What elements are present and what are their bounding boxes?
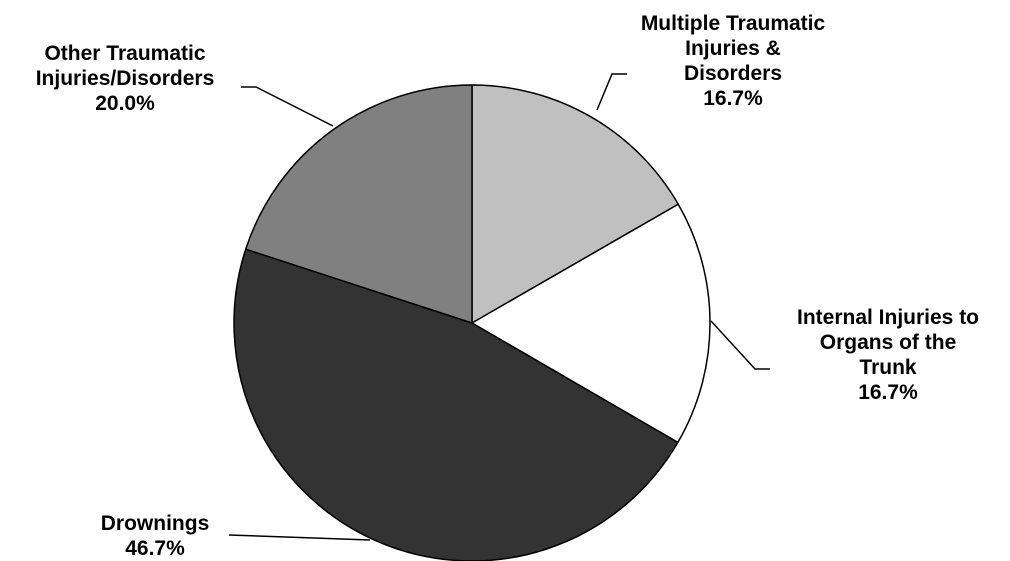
slice-name-line: Multiple Traumatic — [641, 12, 826, 35]
slice-label-other-traumatic-injuries-disorders: Other Traumatic Injuries/Disorders 20.0% — [36, 42, 215, 115]
slice-name-line: Trunk — [859, 356, 916, 379]
slice-name-line: Disorders — [684, 62, 782, 85]
slice-name-line: Organs of the — [820, 331, 957, 354]
slice-name-line: Injuries/Disorders — [36, 67, 215, 90]
slice-label-internal-injuries-to-organs-of-the-trunk: Internal Injuries to Organs of the Trunk 16… — [797, 306, 979, 404]
pie-slice-multiple-traumatic-injuries-disorders — [471, 84, 679, 324]
leader-lines — [228, 73, 770, 541]
slice-name-line: Other Traumatic — [44, 42, 205, 65]
slice-value-label: 46.7% — [125, 537, 185, 560]
pie-slices — [233, 84, 711, 561]
pie-slice-internal-injuries-to-organs-of-the-trunk — [471, 203, 711, 444]
leader-line-multiple-traumatic-injuries-disorders — [596, 73, 627, 111]
pie-slice-other-traumatic-injuries-disorders — [244, 84, 473, 324]
leader-line-other-traumatic-injuries-disorders — [241, 86, 334, 127]
slice-name-line: Internal Injuries to — [797, 306, 979, 329]
leader-line-drownings — [228, 534, 371, 541]
leader-line-internal-injuries-to-organs-of-the-trunk — [710, 320, 770, 370]
slice-label-drownings: Drownings 46.7% — [101, 512, 210, 560]
slice-label-multiple-traumatic-injuries-disorders: Multiple Traumatic Injuries & Disorders 16.… — [641, 12, 826, 110]
pie-slice-drownings — [233, 248, 679, 561]
slice-labels: Multiple Traumatic Injuries & Disorders 16.… — [36, 12, 979, 560]
slice-name-line: Drownings — [101, 512, 210, 535]
slice-value-label: 20.0% — [95, 92, 155, 115]
slice-name-line: Injuries & — [685, 37, 781, 60]
slice-value-label: 16.7% — [703, 87, 763, 110]
slice-value-label: 16.7% — [858, 381, 918, 404]
